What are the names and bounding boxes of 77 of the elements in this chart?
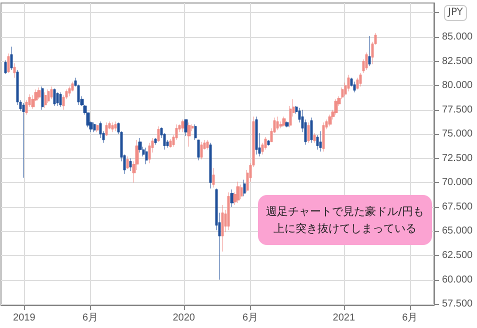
candlestick: [313, 132, 316, 144]
candlestick: [37, 87, 41, 100]
candlestick: [126, 156, 129, 170]
candlestick: [328, 114, 332, 127]
candlestick: [145, 147, 148, 164]
candlestick: [44, 92, 47, 108]
candlestick: [255, 116, 258, 155]
candlestick: [276, 116, 279, 130]
candlestick: [10, 46, 13, 70]
annotation: 週足チャートで見た豪ドル/円も上に突き抜けてしまっている: [258, 195, 432, 245]
candlestick: [187, 122, 191, 147]
candlestick: [111, 122, 114, 132]
candlestick: [59, 92, 62, 108]
candlestick: [154, 138, 157, 146]
x-tick-label: 2019: [13, 312, 36, 324]
candlestick: [285, 121, 289, 128]
candlestick: [181, 119, 185, 132]
x-tick-label: 6月: [82, 312, 98, 324]
candlestick: [129, 158, 132, 172]
candlestick: [347, 74, 350, 92]
candlestick: [319, 130, 322, 152]
candlestick: [212, 168, 215, 188]
y-tick-label: 72.500: [442, 152, 474, 164]
candlestick: [96, 124, 99, 132]
candlestick: [41, 86, 44, 110]
y-tick-label: 85.000: [442, 31, 474, 42]
y-tick-label: 82.500: [442, 56, 474, 67]
y-tick-label: 65.000: [442, 226, 474, 237]
candlestick: [93, 122, 96, 132]
candlestick: [138, 138, 142, 153]
candlestick: [4, 60, 7, 74]
candlestick: [240, 184, 243, 200]
candlestick: [200, 142, 203, 160]
y-tick-label: 70.000: [442, 177, 474, 188]
y-tick-label: 67.500: [442, 201, 474, 212]
y-tick-label: 80.000: [442, 80, 474, 92]
candlestick: [50, 86, 53, 100]
x-tick-label: 6月: [242, 312, 258, 324]
y-tick-label: 62.500: [442, 250, 474, 261]
candlestick: [310, 117, 313, 144]
y-tick-label: 57.500: [442, 298, 474, 310]
candlestick: [197, 140, 200, 161]
candlestick: [169, 138, 172, 148]
candlestick: [194, 124, 197, 140]
candlestick: [157, 126, 160, 142]
candlestick: [230, 189, 234, 208]
candlestick: [227, 192, 230, 230]
candlestick: [322, 122, 325, 152]
text: JPY: [444, 5, 467, 21]
candlestick: [184, 119, 188, 136]
candlestick: [7, 53, 10, 74]
x-tick-label: 2021: [332, 312, 356, 324]
candlestick: [206, 140, 209, 150]
candlestick: [22, 102, 25, 178]
candlestick: [53, 88, 56, 106]
y-tick-label: 60.000: [442, 274, 474, 286]
candlestick: [316, 134, 319, 150]
candlestick: [209, 142, 212, 189]
candlestick: [368, 36, 371, 66]
candlestick: [359, 72, 362, 87]
y-tick-label: 75.000: [442, 128, 474, 140]
candlestick: [114, 121, 117, 132]
candlestick: [307, 122, 310, 144]
candlestick: [13, 62, 16, 78]
candlestick: [221, 204, 224, 252]
candlestick: [353, 81, 356, 93]
candlestick: [243, 179, 246, 196]
x-tick-label: 2020: [172, 312, 196, 324]
candlestick: [267, 140, 270, 146]
y-tick-label: 77.500: [442, 104, 474, 116]
candlestick: [236, 181, 240, 204]
candlestick: [71, 81, 74, 92]
candlestick: [56, 92, 59, 106]
candlestick: [282, 116, 286, 127]
candlestick: [365, 52, 368, 70]
x-tick-label: 6月: [402, 312, 418, 324]
candlestick: [105, 122, 108, 136]
